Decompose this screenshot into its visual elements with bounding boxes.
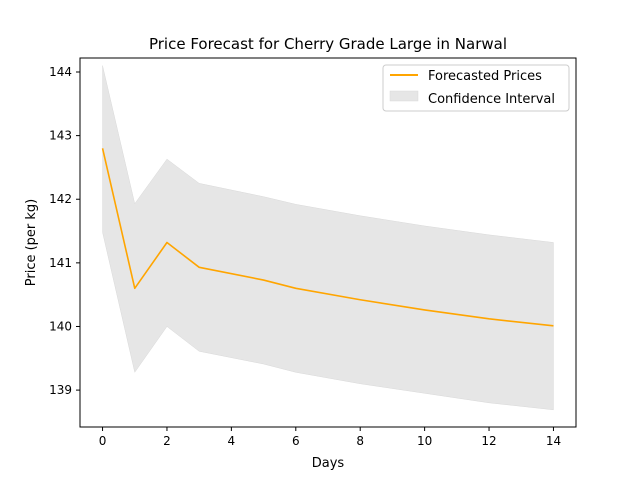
legend-label-forecast: Forecasted Prices: [428, 69, 542, 84]
x-tick-label: 4: [228, 434, 236, 448]
x-axis-ticks: 0 2 4 6 8 10 12 14: [99, 427, 561, 448]
legend: Forecasted Prices Confidence Interval: [382, 64, 570, 112]
y-axis-ticks: 139 140 141 142 143 144: [49, 65, 80, 397]
y-tick-label: 141: [49, 256, 72, 270]
x-tick-label: 0: [99, 434, 107, 448]
x-tick-label: 10: [417, 434, 432, 448]
y-axis-label: Price (per kg): [24, 199, 39, 287]
chart-title: Price Forecast for Cherry Grade Large in…: [149, 35, 507, 53]
confidence-band: [102, 65, 554, 411]
forecast-line-layer: [101, 148, 554, 327]
x-axis-label: Days: [312, 456, 345, 471]
y-tick-label: 140: [49, 319, 72, 333]
plot-frame: [79, 57, 577, 428]
x-tick-label: 6: [292, 434, 300, 448]
y-tick-label: 144: [49, 65, 72, 79]
x-tick-label: 12: [481, 434, 496, 448]
forecast-line: [101, 148, 554, 327]
x-tick-label: 2: [163, 434, 171, 448]
y-tick-label: 142: [49, 192, 72, 206]
y-tick-label: 139: [49, 383, 72, 397]
x-tick-label: 8: [356, 434, 364, 448]
confidence-band-layer: [102, 65, 554, 411]
legend-box: [382, 64, 570, 112]
y-tick-label: 143: [49, 129, 72, 143]
legend-label-confidence: Confidence Interval: [428, 92, 555, 107]
x-tick-label: 14: [546, 434, 561, 448]
legend-band-swatch: [389, 90, 419, 102]
